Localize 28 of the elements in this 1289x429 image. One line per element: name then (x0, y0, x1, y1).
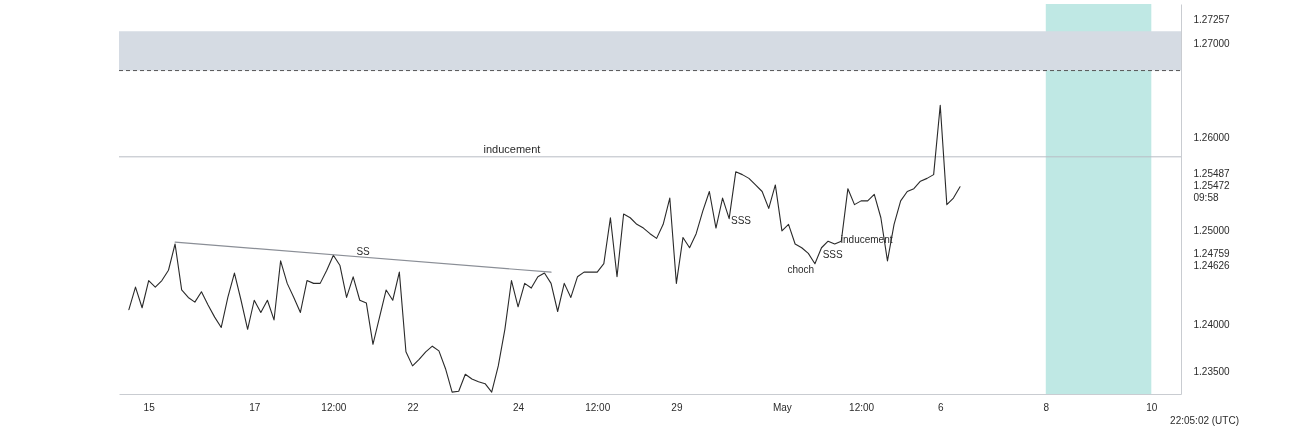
y-tick-label: 1.27000 (1193, 37, 1231, 49)
text: 22:05:02 (UTC) (1170, 415, 1239, 426)
y-tick-label: 1.24000 (1193, 319, 1231, 331)
x-tick-label: 29 (671, 401, 683, 413)
annotation: SSS (822, 248, 843, 260)
x-tick-label: 10 (1146, 401, 1158, 413)
y-tick-label: 1.25000 (1193, 225, 1231, 237)
y-tick-label: 1.25487 1.25472 09:58 (1193, 167, 1231, 203)
y-tick-label: 1.24626 (1193, 260, 1231, 272)
x-tick-label: 24 (513, 401, 525, 413)
y-tick-label: 1.24759 (1193, 247, 1231, 259)
y-tick-label: 1.23500 (1193, 366, 1231, 377)
annotation: SS (356, 246, 371, 258)
annotation: choch (787, 263, 815, 275)
x-tick-label: 8 (1043, 401, 1050, 413)
y-tick-label: 1.27257 (1193, 13, 1231, 25)
ref-line-label: inducement (483, 142, 541, 155)
x-tick-label: 12:00 (585, 401, 611, 413)
line-series (128, 104, 961, 393)
x-tick-label: 15 (143, 401, 156, 413)
y-tick-label: 1.26000 (1193, 131, 1231, 143)
x-tick-label: 17 (249, 401, 261, 413)
x-tick-label: May (772, 401, 792, 413)
x-tick-label: 22 (407, 401, 420, 413)
x-tick-label: 12:00 (321, 401, 347, 413)
annotation: SSS (731, 215, 752, 227)
x-tick-label: 6 (937, 401, 944, 413)
x-tick-label: 12:00 (849, 401, 875, 413)
